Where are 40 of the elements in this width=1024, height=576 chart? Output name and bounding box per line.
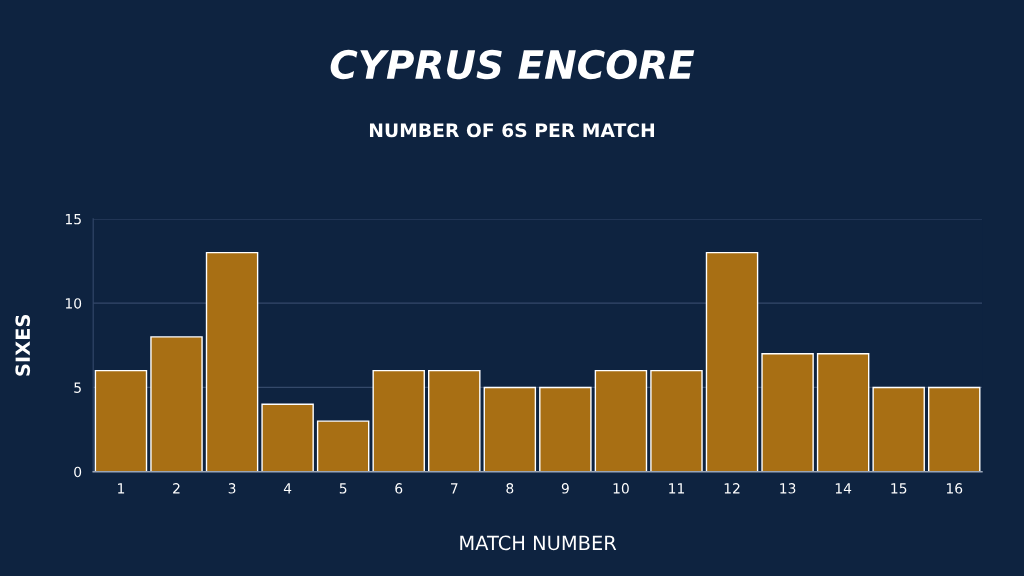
x-tick-label: 12: [724, 483, 740, 494]
bar: [428, 369, 481, 472]
bar: [594, 369, 648, 472]
x-tick-label: 16: [946, 483, 963, 494]
bar: [927, 386, 981, 472]
chart-title: CYPRUS ENCORE: [330, 49, 695, 80]
x-axis-title: MATCH NUMBER: [460, 535, 617, 551]
x-tick-label: 8: [506, 483, 514, 494]
bar: [761, 353, 814, 472]
x-tick-label: 4: [283, 483, 292, 494]
bar: [483, 386, 537, 472]
x-tick-label: 13: [780, 483, 796, 494]
x-tick-label: 1: [118, 483, 125, 494]
x-tick-label: 14: [835, 483, 852, 494]
x-tick-label: 6: [395, 483, 403, 494]
bar: [372, 369, 425, 472]
y-tick-label: 5: [74, 382, 81, 393]
x-tick-label: 3: [228, 483, 236, 494]
bar: [705, 251, 759, 472]
x-tick-label: 10: [613, 483, 629, 494]
bar: [94, 369, 148, 472]
x-tick-label: 9: [561, 483, 569, 494]
bar: [650, 369, 703, 472]
x-tick-label: 5: [339, 483, 347, 494]
bar: [872, 386, 925, 472]
x-tick-label: 11: [669, 483, 685, 494]
chart-subtitle: NUMBER OF 6S PER MATCH: [369, 123, 655, 138]
y-tick-label: 15: [65, 214, 81, 225]
bar: [261, 403, 314, 472]
x-tick-label: 15: [891, 483, 907, 494]
bar: [150, 336, 203, 472]
bar: [539, 386, 592, 472]
x-tick-label: 2: [173, 483, 180, 494]
bar: [316, 420, 370, 472]
y-tick-label: 10: [65, 298, 82, 309]
y-tick-label: 0: [74, 466, 82, 478]
bar: [816, 353, 870, 472]
bar: [205, 251, 259, 472]
y-axis-title: SIXES: [15, 314, 31, 376]
x-tick-label: 7: [450, 483, 458, 494]
